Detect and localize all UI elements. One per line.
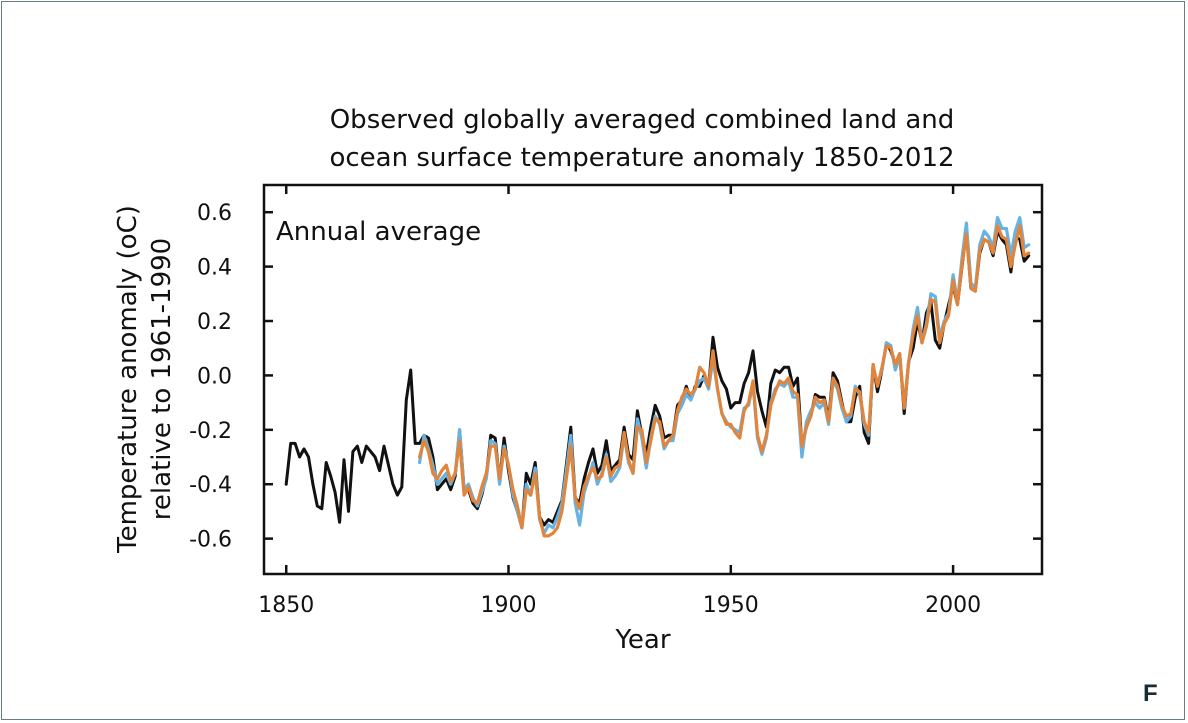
x-axis-label: Year bbox=[614, 625, 670, 655]
annual-average-annotation: Annual average bbox=[276, 217, 481, 247]
y-axis-label-line-2: relative to 1961-1990 bbox=[147, 238, 177, 520]
y-tick-label: 0.0 bbox=[197, 364, 232, 389]
x-tick-label: 1900 bbox=[481, 593, 537, 618]
y-tick-label: 0.6 bbox=[197, 201, 232, 226]
panel-letter: F bbox=[1143, 680, 1158, 707]
y-tick-label: 0.2 bbox=[197, 310, 232, 335]
plot-area-frame bbox=[262, 183, 1044, 576]
x-tick-label: 2000 bbox=[925, 593, 981, 618]
series-layer bbox=[284, 216, 1031, 538]
y-tick-label: 0.4 bbox=[197, 256, 232, 281]
chart-title-line-1: Observed globally averaged combined land… bbox=[330, 105, 955, 135]
series-line-black bbox=[284, 229, 1031, 530]
x-tick-label: 1950 bbox=[703, 593, 759, 618]
y-tick-label: -0.4 bbox=[189, 473, 232, 498]
chart-title-line-2: ocean surface temperature anomaly 1850-2… bbox=[329, 143, 954, 173]
y-axis-label-line-1: Temperature anomaly (oC) bbox=[113, 205, 143, 554]
y-tick-label: -0.6 bbox=[189, 528, 232, 553]
y-tick-label: -0.2 bbox=[189, 419, 232, 444]
x-tick-label: 1850 bbox=[258, 593, 314, 618]
series-line-orange bbox=[418, 224, 1031, 538]
tick-layer: -0.6 -0.4 -0.2 0.0 0.2 0.4 0.6 1850 1900 1950 2000 bbox=[189, 185, 1042, 618]
